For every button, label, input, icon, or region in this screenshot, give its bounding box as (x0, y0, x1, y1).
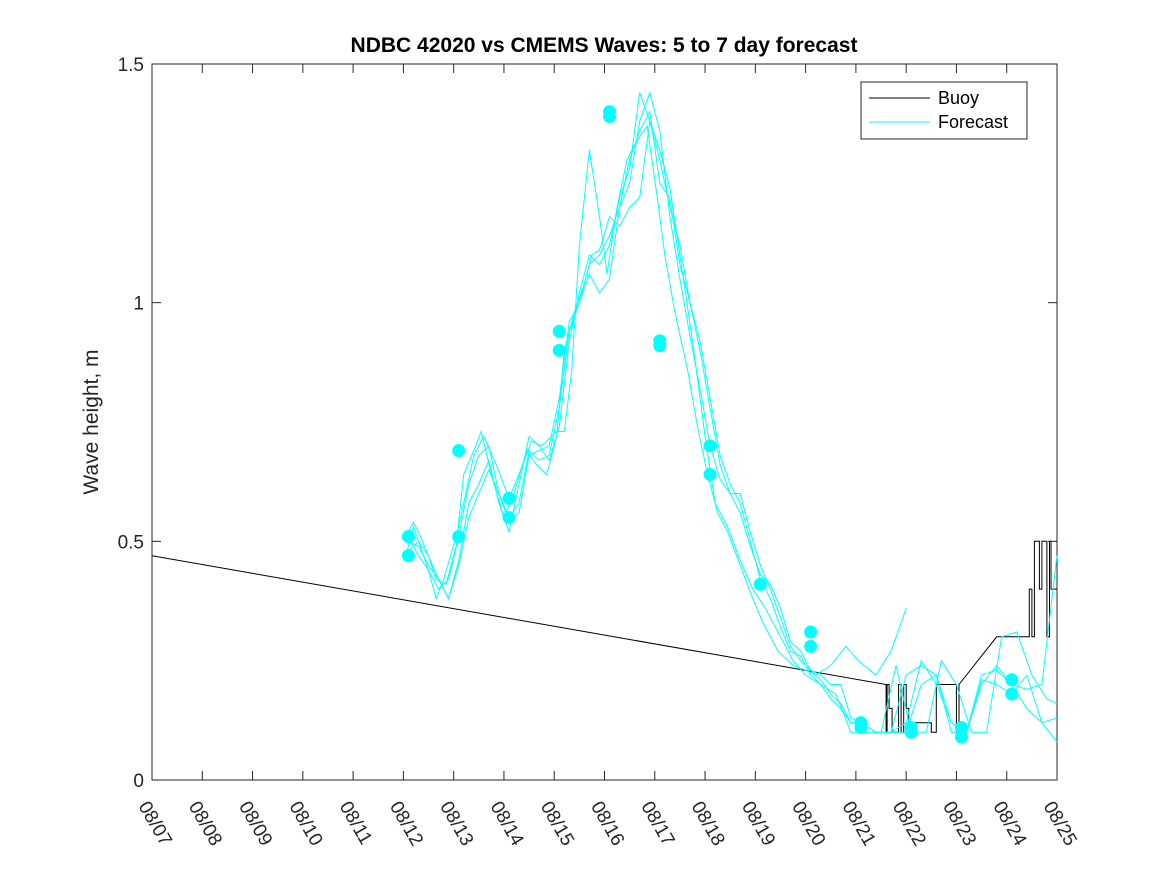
legend-buoy-label: Buoy (938, 88, 979, 108)
forecast-start-marker (502, 510, 516, 524)
marker-layer (401, 105, 1019, 744)
y-tick-label: 1.5 (118, 55, 144, 76)
forecast-series-line-3 (407, 90, 1058, 734)
forecast-start-marker (653, 339, 667, 353)
forecast-start-marker (954, 720, 968, 734)
forecast-start-marker (401, 549, 415, 563)
forecast-start-marker (1005, 673, 1019, 687)
forecast-start-marker (804, 625, 818, 639)
forecast-start-marker (954, 730, 968, 744)
forecast-start-marker (854, 720, 868, 734)
y-axis-label: Wave height, m (80, 349, 103, 494)
forecast-start-marker (502, 491, 516, 505)
forecast-start-marker (552, 324, 566, 338)
series-layer (151, 90, 1058, 743)
forecast-start-marker (904, 725, 918, 739)
forecast-start-marker (401, 530, 415, 544)
legend: Buoy Forecast (860, 81, 1028, 140)
forecast-start-marker (703, 439, 717, 453)
forecast-start-marker (552, 343, 566, 357)
forecast-start-marker (1005, 687, 1019, 701)
legend-forecast-label: Forecast (938, 112, 1008, 132)
forecast-series-line-2 (405, 121, 1058, 733)
forecast-start-marker (703, 468, 717, 482)
forecast-start-marker (452, 444, 466, 458)
forecast-series-line-1 (405, 124, 907, 676)
y-tick-label: 0.5 (118, 532, 144, 553)
y-tick-label: 1 (133, 294, 144, 315)
y-tick-label: 0 (133, 771, 144, 792)
chart-title: NDBC 42020 vs CMEMS Waves: 5 to 7 day fo… (351, 34, 858, 57)
axes-box (151, 63, 1058, 781)
forecast-start-marker (603, 110, 617, 124)
forecast-start-marker (753, 577, 767, 591)
legend-box (860, 81, 1028, 140)
forecast-start-marker (452, 530, 466, 544)
forecast-start-marker (804, 639, 818, 653)
